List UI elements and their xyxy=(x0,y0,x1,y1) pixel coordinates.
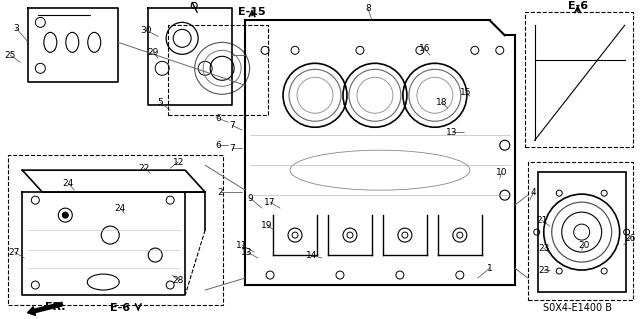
Text: 5: 5 xyxy=(157,98,163,107)
Text: 8: 8 xyxy=(365,4,371,13)
Text: 28: 28 xyxy=(173,276,184,285)
Text: 23: 23 xyxy=(538,265,549,275)
Text: 13: 13 xyxy=(241,248,253,256)
Text: E-15: E-15 xyxy=(238,7,266,17)
Text: E-6: E-6 xyxy=(568,1,588,11)
Text: 7: 7 xyxy=(229,121,235,130)
Text: 3: 3 xyxy=(13,24,19,33)
Text: 24: 24 xyxy=(63,179,74,188)
Text: 20: 20 xyxy=(578,241,589,249)
Text: 13: 13 xyxy=(446,128,458,137)
Text: 6: 6 xyxy=(215,141,221,150)
Bar xyxy=(525,12,632,147)
Text: FR.: FR. xyxy=(45,302,65,312)
Text: 6: 6 xyxy=(215,114,221,123)
Text: 11: 11 xyxy=(236,241,248,249)
Text: 21: 21 xyxy=(536,216,547,225)
Text: E-6: E-6 xyxy=(110,303,131,313)
Text: 22: 22 xyxy=(139,164,150,173)
Text: 10: 10 xyxy=(496,168,508,177)
FancyArrow shape xyxy=(28,302,63,315)
Text: 18: 18 xyxy=(436,98,447,107)
Text: 14: 14 xyxy=(307,251,317,260)
Text: 25: 25 xyxy=(4,51,16,60)
Bar xyxy=(8,155,223,305)
Text: 7: 7 xyxy=(229,144,235,153)
Bar xyxy=(538,172,626,292)
Text: 9: 9 xyxy=(247,194,253,203)
Text: 17: 17 xyxy=(264,198,276,207)
Text: 23: 23 xyxy=(538,244,549,253)
Text: 26: 26 xyxy=(624,234,636,242)
Text: 29: 29 xyxy=(147,48,159,57)
Text: 16: 16 xyxy=(419,44,431,53)
Text: 27: 27 xyxy=(9,248,20,256)
Bar xyxy=(528,162,632,300)
Bar xyxy=(168,25,268,115)
Text: 30: 30 xyxy=(140,26,152,35)
Circle shape xyxy=(62,212,68,218)
Text: 15: 15 xyxy=(460,88,472,97)
Text: 24: 24 xyxy=(115,204,126,213)
Text: 1: 1 xyxy=(487,263,493,272)
Text: 2: 2 xyxy=(218,188,223,197)
Text: 19: 19 xyxy=(261,221,273,230)
Text: 12: 12 xyxy=(173,158,184,167)
Text: S0X4-E1400 B: S0X4-E1400 B xyxy=(543,303,612,313)
Text: 4: 4 xyxy=(531,188,536,197)
